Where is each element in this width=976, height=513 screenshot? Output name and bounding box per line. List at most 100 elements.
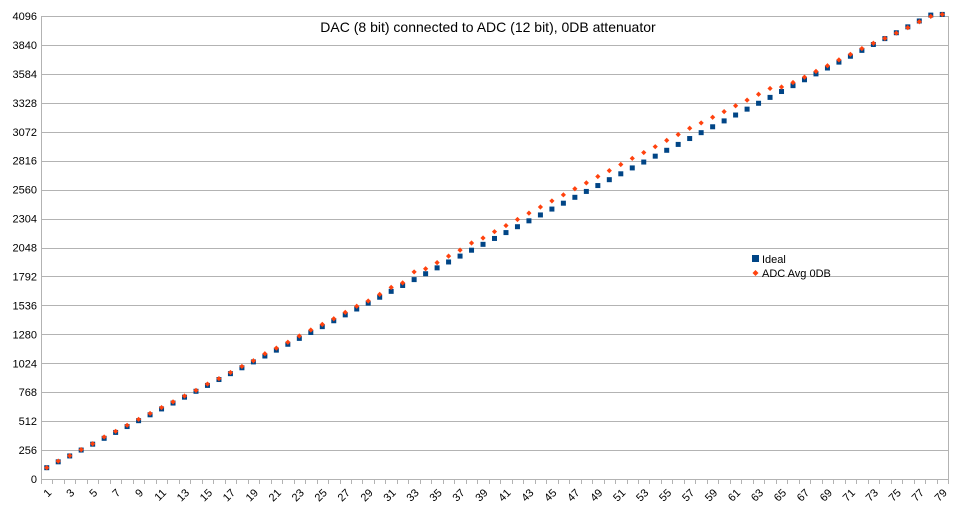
point-adc-avg [423,266,429,272]
point-ideal [606,177,612,183]
point-adc-avg [652,144,658,150]
point-adc-avg [354,303,360,309]
point-ideal [354,306,360,312]
point-adc-avg [124,422,130,428]
point-adc-avg [526,210,532,216]
point-ideal [549,206,555,212]
point-adc-avg [250,358,256,364]
point-ideal [537,212,543,218]
point-adc-avg [847,51,854,57]
point-adc-avg [916,19,922,25]
point-adc-avg [595,173,601,180]
point-adc-avg [296,333,302,339]
gridlines [41,16,948,480]
point-adc-avg [44,465,50,471]
point-adc-avg [78,447,84,453]
point-ideal [744,106,750,112]
point-ideal [411,277,417,283]
legend: Ideal ADC Avg 0DB [752,254,831,280]
chart-title: DAC (8 bit) connected to ADC (12 bit), 0… [320,19,656,35]
y-tick-label: 3840 [13,40,37,52]
point-adc-avg [503,222,509,229]
point-adc-avg [778,84,785,90]
point-adc-avg [572,186,578,192]
point-adc-avg [514,216,521,223]
point-ideal [721,118,727,124]
point-adc-avg [227,369,234,376]
y-tick-label: 1792 [13,271,37,283]
legend-label-ideal: Ideal [762,254,786,266]
point-adc-avg [181,393,188,399]
point-adc-avg [90,441,96,447]
legend-symbol-adc-avg [752,270,759,276]
point-adc-avg [434,260,440,266]
point-adc-avg [836,57,842,63]
point-adc-avg [55,458,61,464]
point-ideal [733,112,739,118]
point-ideal [583,188,589,194]
point-adc-avg [606,168,612,174]
point-adc-avg [491,229,498,235]
point-adc-avg [755,91,762,97]
point-adc-avg [365,298,371,304]
point-ideal [652,153,658,159]
point-adc-avg [113,428,119,434]
point-adc-avg [262,351,268,357]
point-ideal [756,100,762,106]
point-ideal [388,288,394,294]
point-adc-avg [733,103,739,109]
point-adc-avg [400,280,406,286]
point-adc-avg [342,309,348,315]
y-tick-label: 3072 [13,127,37,139]
legend-symbol-ideal [752,255,759,262]
point-ideal [618,171,624,177]
point-adc-avg [67,453,73,459]
point-ideal [710,124,716,130]
point-ideal [595,183,601,189]
y-tick-label: 4096 [13,11,37,23]
y-tick-label: 2048 [13,243,37,255]
point-adc-avg [101,434,107,440]
point-ideal [446,259,452,265]
point-ideal [790,83,796,89]
point-adc-avg [170,399,176,405]
y-tick-label: 256 [19,445,37,457]
point-ideal [514,224,520,230]
point-ideal [526,218,532,224]
point-adc-avg [158,404,165,411]
point-adc-avg [744,97,750,103]
point-adc-avg [882,35,888,41]
point-ideal [434,265,440,271]
point-adc-avg [675,131,681,138]
point-adc-avg [147,410,153,417]
y-tick-label: 512 [19,416,37,428]
point-adc-avg [790,79,796,86]
point-ideal [629,165,635,171]
y-tick-label: 768 [19,387,37,399]
point-adc-avg [537,204,544,210]
point-adc-avg [664,137,670,143]
point-adc-avg [216,376,222,382]
point-adc-avg [285,339,291,345]
point-adc-avg [135,416,142,422]
point-adc-avg [583,180,589,186]
point-ideal [492,235,497,241]
point-ideal [560,200,566,206]
y-tick-label: 2816 [13,156,37,168]
point-adc-avg [331,316,337,322]
point-adc-avg [618,161,624,168]
point-adc-avg [939,11,945,18]
point-adc-avg [468,240,475,246]
point-adc-avg [905,25,911,31]
point-ideal [480,241,486,247]
point-adc-avg [377,291,383,298]
point-adc-avg [721,109,727,115]
point-adc-avg [388,284,394,291]
point-adc-avg [801,74,808,80]
point-adc-avg [193,387,199,393]
point-adc-avg [457,247,463,253]
axes [41,16,949,484]
point-adc-avg [629,155,635,161]
point-adc-avg [641,149,647,156]
point-adc-avg [273,345,279,351]
